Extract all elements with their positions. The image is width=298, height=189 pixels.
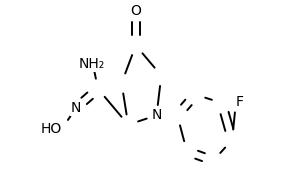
Text: O: O (130, 4, 141, 18)
Text: NH₂: NH₂ (78, 57, 105, 71)
Text: N: N (71, 101, 81, 115)
Text: N: N (151, 108, 162, 122)
Text: HO: HO (41, 122, 62, 136)
Text: F: F (236, 95, 244, 109)
